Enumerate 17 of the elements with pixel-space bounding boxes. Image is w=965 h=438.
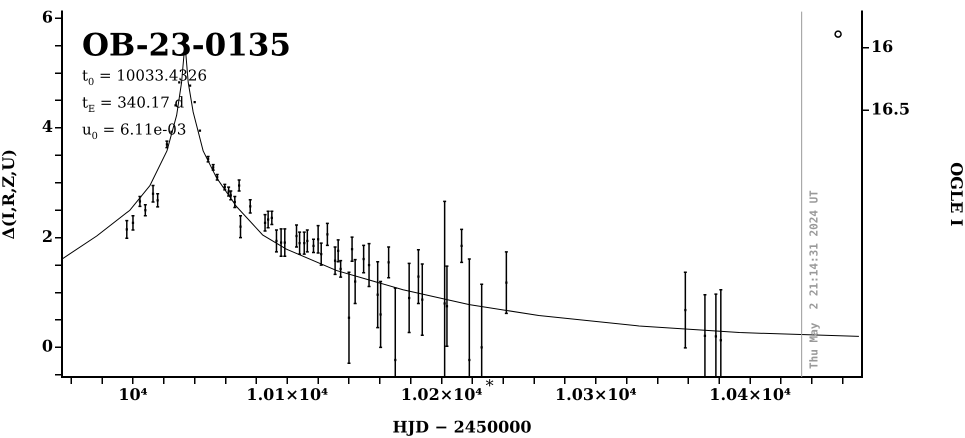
x-tick-label: 1.02×10⁴ [400,384,482,404]
x-tick-label: 1.04×10⁴ [709,384,791,404]
y2-tick-label: 16 [871,37,894,56]
annotation: * [486,376,494,396]
x-tick-label: 1.01×10⁴ [246,384,328,404]
x-axis-title: HJD − 2450000 [392,418,532,437]
y-axis-title: Δ(I,R,Z,U) [0,149,18,240]
y-tick-label: 2 [42,226,53,246]
x-tick-label: 1.03×10⁴ [555,384,637,404]
y-tick-label: 0 [42,336,53,356]
annotation: Thu May 2 21:14:31 2024 UT [808,190,821,369]
text: OB-23-0135 [82,28,291,64]
y2-axis-title: OGLE I [947,162,965,226]
x-tick-label: 10⁴ [118,384,148,404]
y-tick-label: 6 [42,7,53,26]
y-tick-label: 4 [42,117,53,136]
y2-tick-label: 16.5 [871,100,910,119]
